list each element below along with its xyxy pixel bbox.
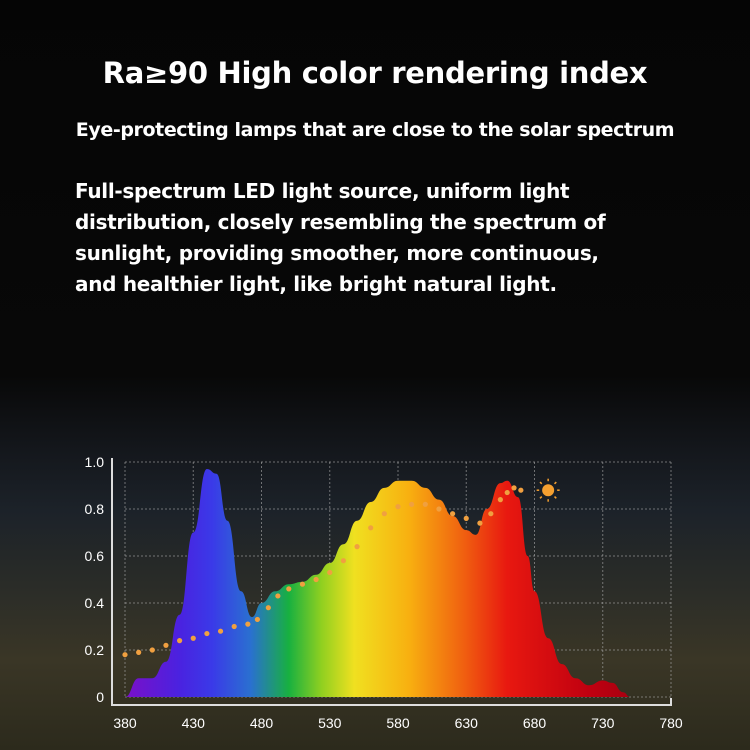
- x-tick-label: 530: [318, 715, 342, 731]
- description: Full-spectrum LED light source, uniform …: [75, 176, 715, 300]
- subheadline: Eye-protecting lamps that are close to t…: [75, 119, 675, 141]
- sunlight-dot: [122, 652, 128, 658]
- y-tick-label: 0.4: [85, 595, 105, 611]
- sunlight-dot: [190, 635, 196, 641]
- sunlight-dot: [409, 501, 415, 507]
- sunlight-dot: [149, 647, 155, 653]
- sunlight-dot: [217, 628, 224, 634]
- sunlight-dot: [450, 511, 456, 517]
- x-tick-label: 380: [113, 715, 137, 731]
- sunlight-dot: [422, 501, 428, 507]
- x-tick-label: 630: [455, 715, 479, 731]
- sunlight-dot: [518, 487, 524, 493]
- sunlight-dot: [381, 511, 387, 517]
- sunlight-dot: [265, 605, 271, 611]
- sunlight-dot: [299, 581, 306, 587]
- sunlight-dot: [497, 497, 503, 503]
- sunlight-dot: [368, 525, 374, 531]
- description-line: Full-spectrum LED light source, uniform …: [75, 179, 570, 203]
- sunlight-dot: [177, 638, 183, 644]
- sunlight-dot: [395, 504, 401, 510]
- axis-lines: [111, 458, 672, 706]
- sunlight-dot: [254, 616, 261, 623]
- y-tick-label: 0.8: [85, 501, 105, 517]
- sunlight-dot: [436, 506, 442, 512]
- sunlight-dot: [511, 485, 517, 491]
- y-tick-label: 0: [96, 689, 104, 705]
- sunlight-dot: [477, 520, 483, 526]
- sunlight-dot: [504, 489, 510, 496]
- y-tick-label: 1.0: [85, 454, 105, 470]
- sunlight-dot: [463, 515, 469, 522]
- x-tick-label: 480: [250, 715, 274, 731]
- x-tick-label: 430: [182, 715, 206, 731]
- description-line: and healthier light, like bright natural…: [75, 272, 557, 296]
- x-tick-label: 680: [523, 715, 547, 731]
- sunlight-dot: [204, 630, 210, 637]
- y-tick-label: 0.6: [85, 548, 105, 564]
- sun-icon: [536, 478, 560, 502]
- description-line: distribution, closely resembling the spe…: [75, 210, 606, 234]
- sunlight-dot: [231, 623, 237, 630]
- headline: Ra≥90 High color rendering index: [102, 56, 648, 90]
- spectrum-area: [125, 469, 631, 697]
- sunlight-dot: [286, 586, 292, 592]
- sunlight-dot: [327, 569, 333, 576]
- y-tick-label: 0.2: [85, 642, 105, 658]
- sunlight-dot: [313, 576, 319, 583]
- sunlight-dot: [488, 511, 494, 517]
- sunlight-dot: [245, 621, 251, 627]
- sunlight-dot: [275, 593, 281, 599]
- sunlight-dot: [340, 558, 346, 564]
- description-line: sunlight, providing smoother, more conti…: [75, 241, 599, 265]
- sunlight-dot: [354, 544, 360, 550]
- x-tick-label: 780: [659, 715, 683, 731]
- x-tick-label: 730: [591, 715, 615, 731]
- sunlight-dot: [136, 649, 142, 655]
- x-tick-label: 580: [386, 715, 410, 731]
- sunlight-dot: [163, 642, 169, 648]
